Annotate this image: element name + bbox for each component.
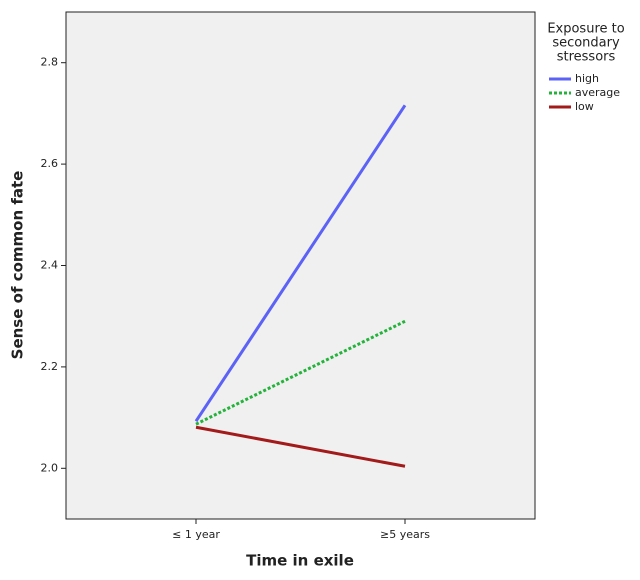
- y-tick-label: 2.0: [41, 461, 59, 474]
- legend-title: secondary: [552, 36, 620, 51]
- legend-title: Exposure to: [547, 22, 624, 37]
- series-line: [195, 425, 406, 468]
- x-tick-label: ≥5 years: [380, 528, 430, 541]
- y-axis-title: Sense of common fate: [9, 171, 27, 360]
- x-axis-title: Time in exile: [246, 552, 354, 570]
- y-tick-label: 2.8: [41, 56, 59, 69]
- series-line: [195, 319, 406, 426]
- y-tick-label: 2.6: [41, 157, 59, 170]
- series-line: [194, 104, 407, 422]
- legend-label: high: [575, 72, 599, 85]
- y-tick-label: 2.2: [41, 360, 59, 373]
- legend-label: average: [575, 86, 620, 99]
- legend-label: low: [575, 100, 594, 113]
- legend-title: stressors: [557, 50, 616, 65]
- y-tick-label: 2.4: [41, 259, 59, 272]
- x-tick-label: ≤ 1 year: [172, 528, 220, 541]
